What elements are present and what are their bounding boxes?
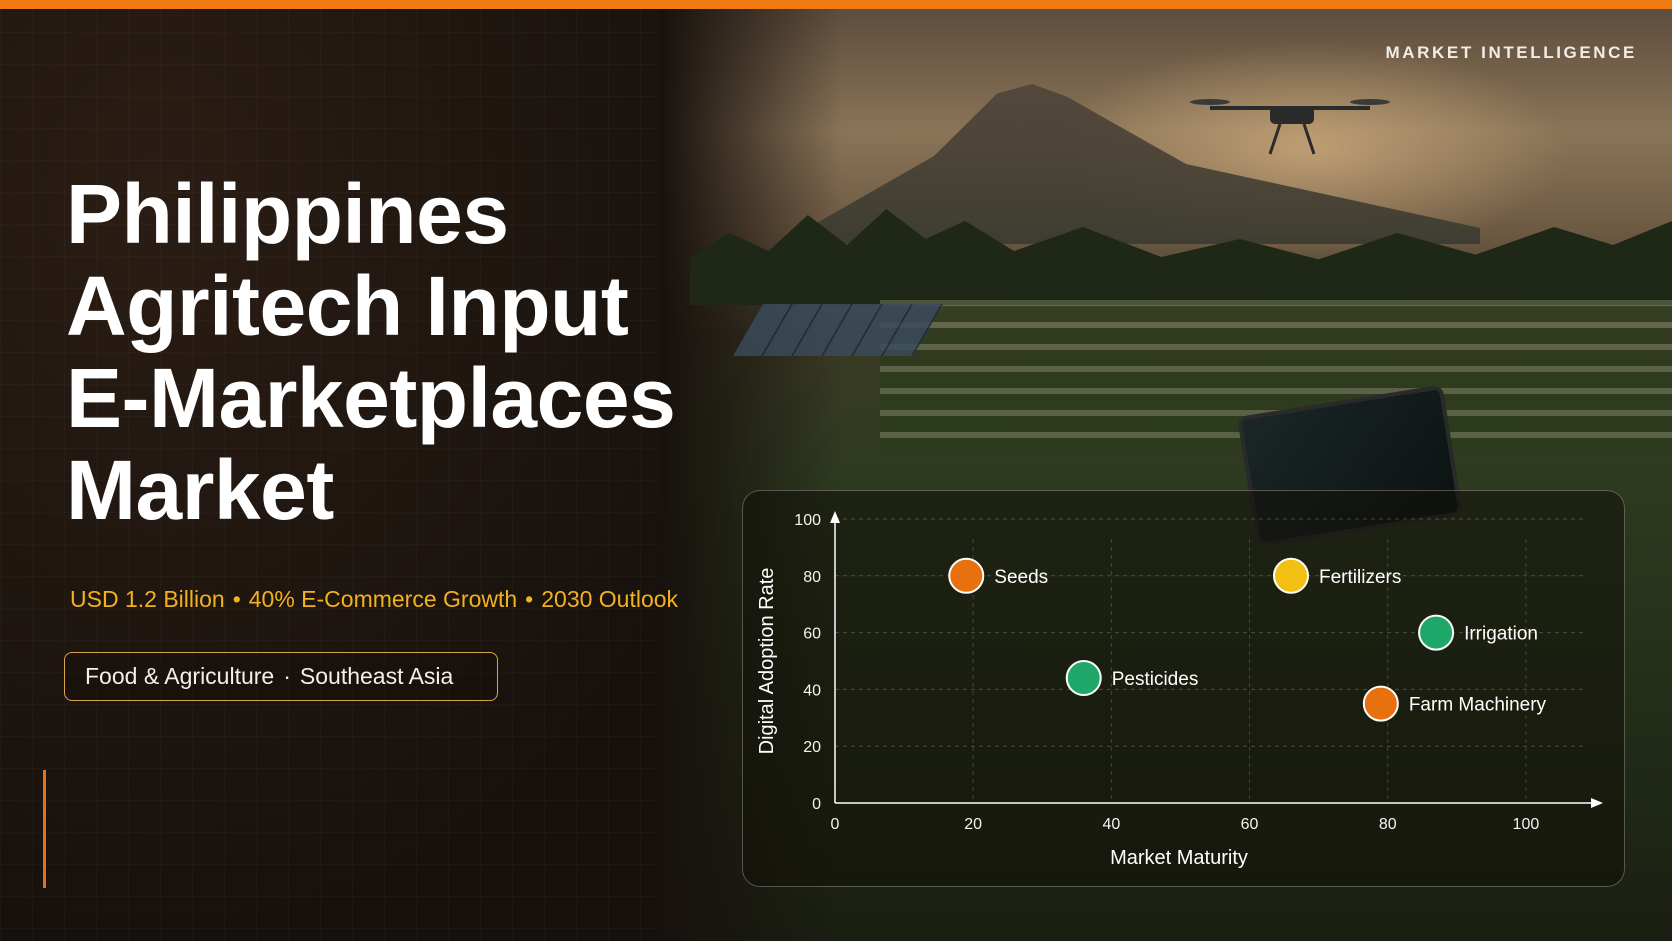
point-label: Seeds xyxy=(994,567,1048,588)
stat-market-size: USD 1.2 Billion xyxy=(70,586,225,612)
y-tick-label: 60 xyxy=(803,626,821,643)
title-line: Market xyxy=(66,443,334,537)
chart-panel: 0 20 40 60 80 100 0 20 40 60 80 100 Market Maturity D… xyxy=(742,490,1625,887)
scatter-point xyxy=(948,557,985,594)
scatter-point xyxy=(1418,614,1455,651)
scatter-chart: 0 20 40 60 80 100 0 20 40 60 80 100 Market Maturity D… xyxy=(756,511,1603,869)
x-tick-label: 20 xyxy=(964,816,982,833)
point-label: Irrigation xyxy=(1464,624,1538,645)
title-line: E-Marketplaces xyxy=(66,351,676,445)
x-tick-label: 60 xyxy=(1241,816,1259,833)
x-tick-label: 80 xyxy=(1379,816,1397,833)
scatter-point xyxy=(1065,660,1102,697)
category-tag: Food & Agriculture · Southeast Asia xyxy=(64,652,498,701)
tag-separator: · xyxy=(283,663,291,689)
scatter-point xyxy=(1273,557,1309,594)
y-tick-label: 80 xyxy=(803,569,821,586)
x-tick-label: 0 xyxy=(831,816,840,833)
stat-growth: 40% E-Commerce Growth xyxy=(248,586,518,612)
y-tick-label: 20 xyxy=(803,739,821,756)
stat-outlook: 2030 Outlook xyxy=(541,586,679,612)
drone-icon xyxy=(1190,99,1390,155)
y-tick-label: 0 xyxy=(812,796,821,813)
title-line: Agritech Input xyxy=(66,259,629,353)
y-tick-label: 100 xyxy=(794,512,821,529)
eyebrow-label: MARKET INTELLIGENCE xyxy=(1385,43,1637,62)
x-axis-arrow-icon xyxy=(1591,798,1603,808)
x-tick-label: 40 xyxy=(1102,816,1120,833)
key-stats: USD 1.2 Billion • 40% E-Commerce Growth • 20… xyxy=(70,586,678,613)
x-tick-label: 100 xyxy=(1513,816,1540,833)
scatter-point xyxy=(1362,685,1399,722)
left-panel-background xyxy=(0,0,780,941)
side-accent-line xyxy=(43,770,46,888)
title-line: Philippines xyxy=(66,167,509,261)
tag-industry: Food & Agriculture xyxy=(85,663,275,689)
y-tick-label: 40 xyxy=(803,682,821,699)
stat-separator: • xyxy=(232,586,241,612)
y-axis-arrow-icon xyxy=(830,511,840,523)
point-label: Pesticides xyxy=(1112,669,1199,690)
page-title: Philippines Agritech Input E-Marketplace… xyxy=(66,168,766,536)
stat-separator: • xyxy=(525,586,534,612)
y-axis-title: Digital Adoption Rate xyxy=(756,568,778,755)
tag-region: Southeast Asia xyxy=(299,663,454,689)
point-label: Fertilizers xyxy=(1319,567,1401,588)
top-accent-bar xyxy=(0,0,1672,9)
point-label: Farm Machinery xyxy=(1409,695,1547,716)
x-axis-title: Market Maturity xyxy=(1110,847,1248,869)
